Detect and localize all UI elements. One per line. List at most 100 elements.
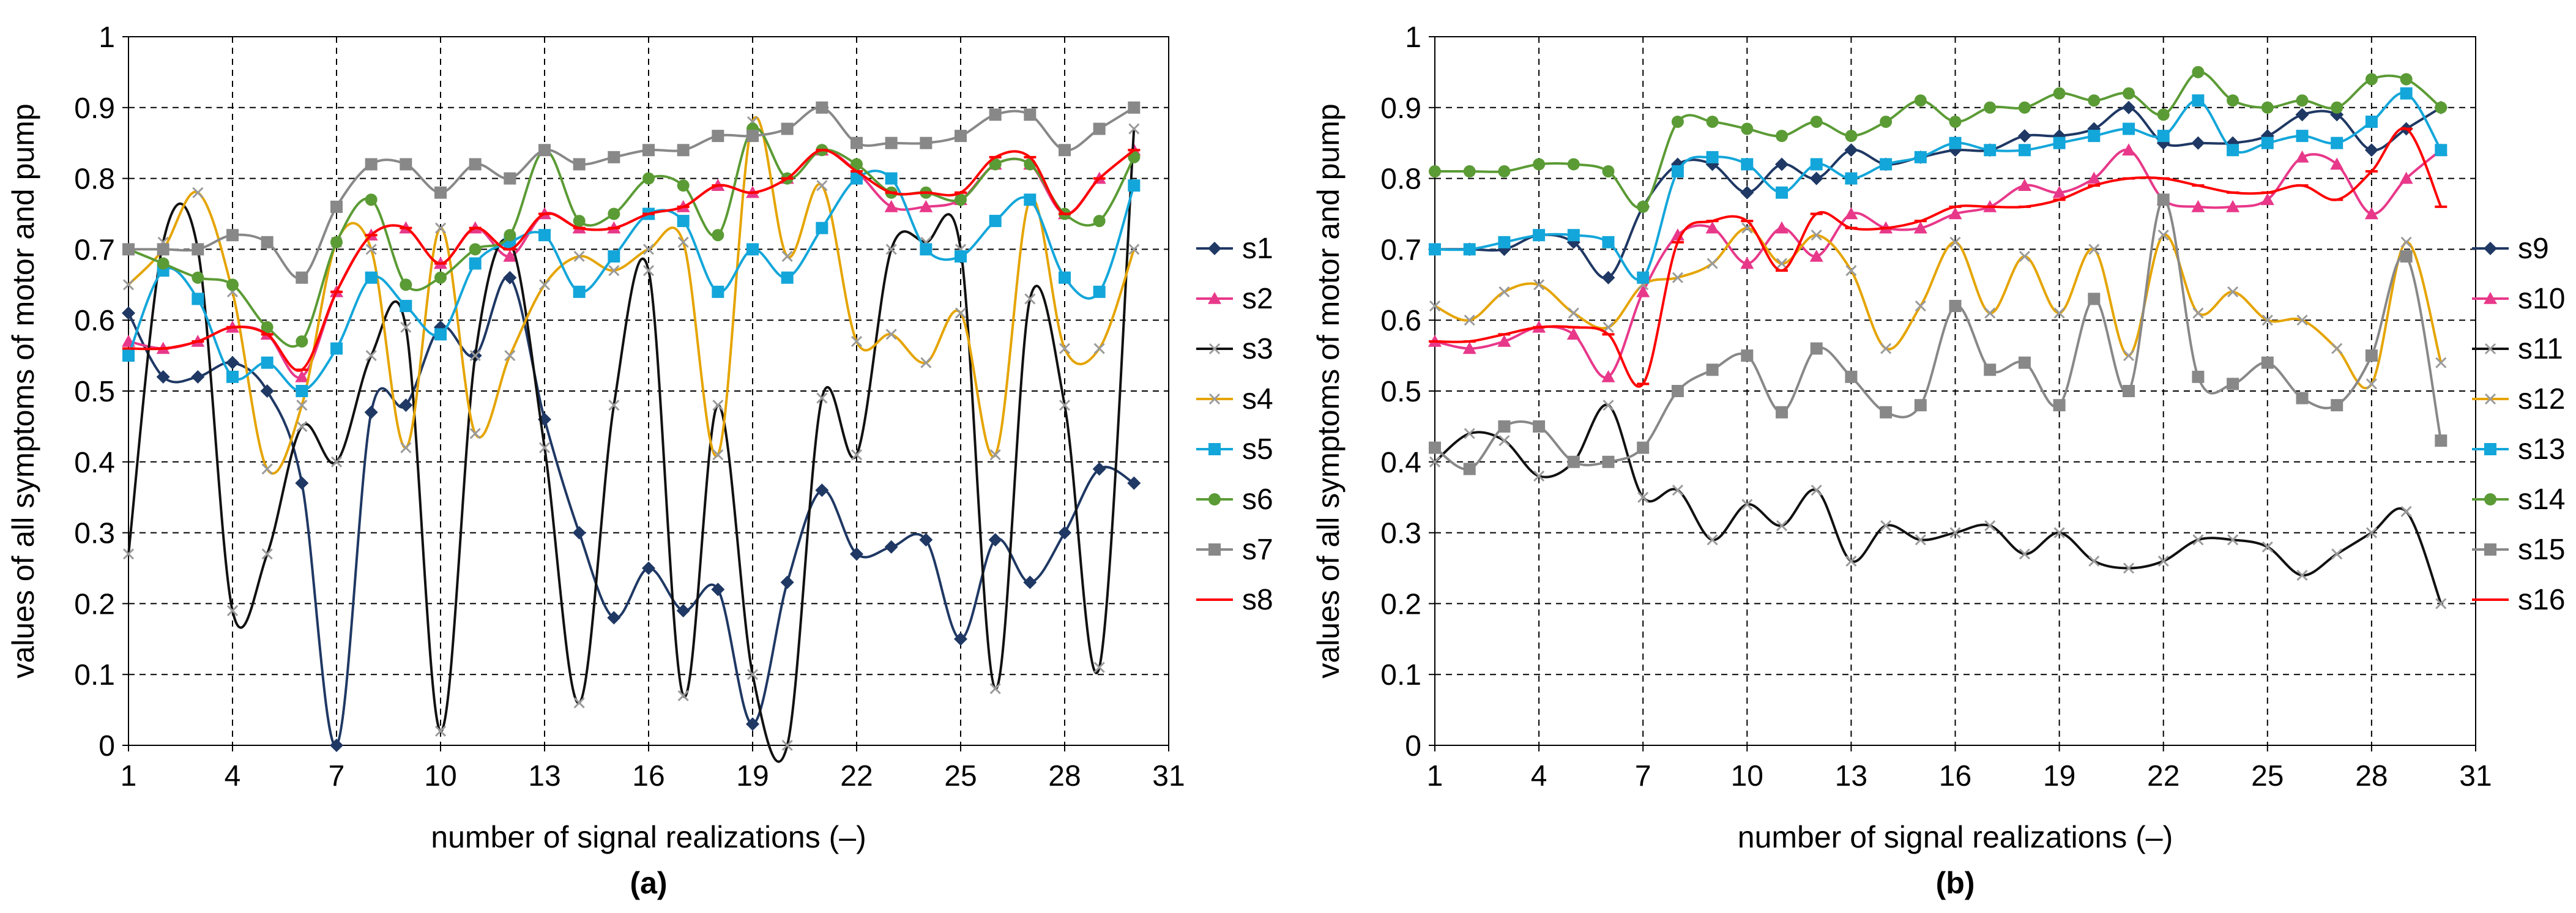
data-point-s11 xyxy=(2053,527,2065,538)
y-tick-label: 0.5 xyxy=(74,376,115,408)
data-point-s6 xyxy=(1128,151,1141,163)
data-point-s12 xyxy=(1984,307,1996,319)
data-point-s14 xyxy=(2435,101,2448,114)
series-line-s1 xyxy=(127,275,1135,747)
data-point-s10 xyxy=(1809,249,1823,262)
data-point-s1 xyxy=(1127,476,1141,490)
series-s7 xyxy=(122,101,1141,284)
data-point-s9 xyxy=(2017,129,2031,143)
data-point-s7 xyxy=(608,151,620,163)
data-point-s13 xyxy=(2123,122,2135,135)
y-tick-label: 0.4 xyxy=(74,447,115,479)
data-point-s14 xyxy=(2365,73,2378,86)
data-point-s5 xyxy=(851,172,863,185)
data-point-s12 xyxy=(1672,272,1683,283)
data-point-s14 xyxy=(1429,165,1441,178)
data-point-s13 xyxy=(1880,158,1893,171)
data-point-s5 xyxy=(816,222,828,234)
data-point-s12 xyxy=(2400,236,2412,248)
data-point-s1 xyxy=(122,306,135,320)
legend-swatch-marker xyxy=(2484,493,2496,505)
data-point-s5 xyxy=(1059,271,1071,284)
data-point-s10 xyxy=(2017,179,2031,191)
data-point-s7 xyxy=(885,136,898,149)
x-tick-label: 16 xyxy=(1939,760,1971,792)
data-point-s14 xyxy=(1984,101,1997,114)
data-point-s13 xyxy=(1845,172,1858,185)
data-point-s13 xyxy=(1429,243,1441,256)
data-point-s13 xyxy=(2018,144,2031,157)
data-point-s4 xyxy=(504,350,516,362)
legend-swatch-marker xyxy=(1208,443,1221,455)
series-s11 xyxy=(1429,400,2447,609)
data-point-s1 xyxy=(607,611,621,625)
data-point-s9 xyxy=(1809,171,1823,185)
data-point-s9 xyxy=(2295,108,2309,122)
data-point-s4 xyxy=(781,250,793,263)
data-point-s12 xyxy=(2331,343,2343,354)
legend-item-s1: s1 xyxy=(1196,233,1273,265)
data-point-s4 xyxy=(885,329,897,340)
data-point-s14 xyxy=(2400,73,2413,86)
data-point-s1 xyxy=(954,632,967,646)
data-point-s2 xyxy=(884,199,898,212)
x-tick-label: 7 xyxy=(1635,760,1651,792)
data-point-s9 xyxy=(1601,270,1615,285)
data-point-s10 xyxy=(1844,207,1858,220)
data-point-s7 xyxy=(469,158,482,171)
data-point-s14 xyxy=(1845,130,1858,143)
data-point-s12 xyxy=(2366,378,2377,390)
data-point-s7 xyxy=(781,122,794,135)
data-point-s5 xyxy=(365,271,378,284)
legend-label: s14 xyxy=(2518,483,2565,516)
data-point-s11 xyxy=(1915,534,1926,546)
data-point-s4 xyxy=(677,236,689,248)
data-point-s4 xyxy=(400,442,412,453)
panel-b: 0 0.1 0.2 0.3 0.4 0.5 0.6 0.7 0.8 0.9 1 1 4 7 10 13 16 19… xyxy=(1311,21,2565,900)
data-point-s7 xyxy=(746,130,759,143)
data-point-s1 xyxy=(260,384,274,398)
legend-item-s2: s2 xyxy=(1196,283,1273,315)
data-point-s6 xyxy=(296,335,308,348)
data-point-s15 xyxy=(2088,293,2101,305)
data-point-s1 xyxy=(919,533,933,547)
data-point-s7 xyxy=(330,200,343,213)
data-point-s6 xyxy=(330,236,343,248)
data-point-s13 xyxy=(1810,158,1823,171)
series-line-s4 xyxy=(127,116,1136,475)
data-point-s12 xyxy=(1429,300,1441,312)
data-point-s3 xyxy=(642,265,655,277)
data-point-s15 xyxy=(2157,193,2170,206)
data-point-s15 xyxy=(1776,406,1788,419)
y-tick-label: 1 xyxy=(1405,21,1421,54)
data-point-s12 xyxy=(2227,286,2239,297)
data-point-s4 xyxy=(642,244,655,255)
data-point-s5 xyxy=(989,215,1002,228)
legend-swatch-marker xyxy=(2484,443,2496,455)
data-point-s13 xyxy=(2053,136,2066,149)
data-point-s4 xyxy=(712,449,724,461)
data-point-s10 xyxy=(1636,285,1650,297)
data-point-s12 xyxy=(2157,229,2169,241)
series-line-s5 xyxy=(127,170,1136,393)
data-point-s15 xyxy=(1602,455,1615,468)
legend-swatch-marker xyxy=(1208,292,1221,304)
data-point-s13 xyxy=(2157,130,2170,143)
data-point-s10 xyxy=(1740,256,1754,269)
legend-label: s6 xyxy=(1242,483,1273,516)
data-point-s15 xyxy=(1914,399,1927,412)
legend-item-s10: s10 xyxy=(2472,283,2565,315)
data-point-s4 xyxy=(365,244,377,255)
data-point-s5 xyxy=(1093,285,1106,298)
data-point-s15 xyxy=(2123,385,2135,397)
data-point-s11 xyxy=(1533,470,1545,482)
data-point-s3 xyxy=(1024,293,1036,305)
data-point-s4 xyxy=(469,428,481,439)
data-point-s11 xyxy=(1811,485,1822,496)
data-point-s15 xyxy=(1880,406,1893,419)
data-point-s4 xyxy=(608,265,620,277)
data-point-s1 xyxy=(815,483,829,497)
data-point-s7 xyxy=(1059,144,1071,157)
data-point-s9 xyxy=(2191,136,2205,150)
data-point-s5 xyxy=(192,293,204,305)
